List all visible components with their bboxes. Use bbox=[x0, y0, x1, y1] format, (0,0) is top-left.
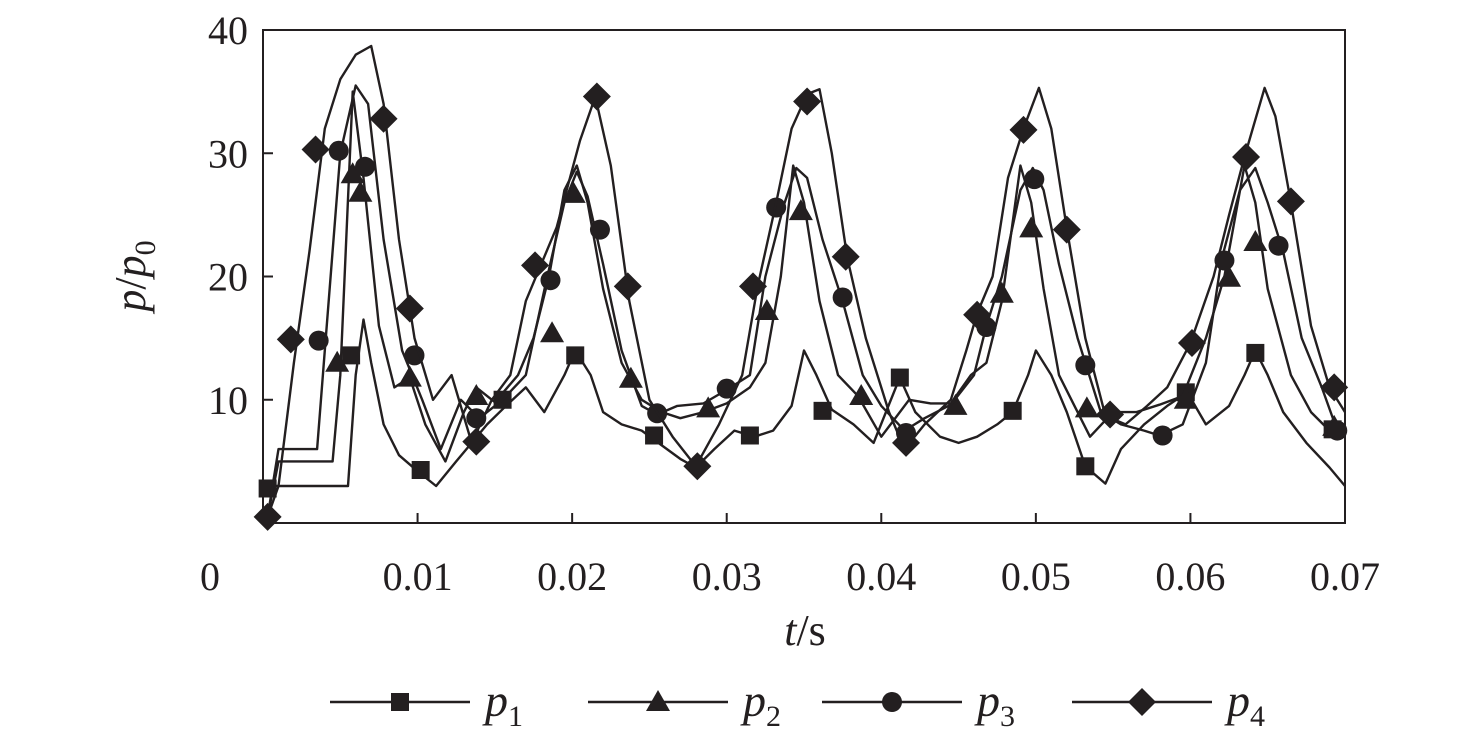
y-tick-label: 20 bbox=[208, 255, 248, 300]
series-4-point bbox=[582, 82, 611, 111]
x-tick-label: 0.02 bbox=[537, 554, 607, 599]
series-2-point bbox=[348, 180, 373, 202]
series-3-point bbox=[1024, 169, 1045, 190]
series-3-point bbox=[1152, 425, 1173, 446]
series-2-point bbox=[696, 396, 721, 418]
series-4-point bbox=[1096, 400, 1125, 429]
series-3-point bbox=[1327, 420, 1348, 441]
series-3-point bbox=[1268, 235, 1289, 256]
legend-marker bbox=[646, 690, 670, 711]
legend-marker bbox=[1128, 688, 1156, 716]
series-2 bbox=[266, 90, 1347, 518]
series-4-point bbox=[1276, 187, 1305, 216]
series-2-point bbox=[1243, 229, 1268, 251]
legend-entry-4: p4 bbox=[1072, 675, 1265, 733]
series-2-point bbox=[1217, 265, 1242, 287]
series-3-point bbox=[355, 156, 376, 177]
series-3-point bbox=[328, 140, 349, 161]
series-2-point bbox=[788, 199, 813, 221]
series-1-point bbox=[1003, 401, 1022, 420]
y-tick-label: 40 bbox=[208, 8, 248, 53]
legend-label: p2 bbox=[740, 675, 781, 733]
series-3-point bbox=[404, 345, 425, 366]
series-2-point bbox=[464, 384, 489, 406]
legend-marker bbox=[391, 693, 409, 711]
series-2-point bbox=[754, 299, 779, 321]
y-tick-label: 10 bbox=[208, 378, 248, 423]
series-2-point bbox=[340, 162, 365, 184]
series-4-point bbox=[892, 428, 921, 457]
series-4 bbox=[253, 44, 1349, 531]
series-4-point bbox=[1177, 329, 1206, 358]
y-tick-label: 30 bbox=[208, 131, 248, 176]
legend-entry-2: p2 bbox=[588, 675, 781, 733]
series-4-point bbox=[963, 300, 992, 329]
x-tick-label: 0 bbox=[200, 554, 220, 599]
series-2-point bbox=[1074, 396, 1099, 418]
series-4-point bbox=[1052, 215, 1081, 244]
series-4-point bbox=[738, 272, 767, 301]
series-4-point bbox=[253, 502, 282, 531]
series-4-line bbox=[266, 44, 1347, 518]
series-4-point bbox=[1320, 373, 1349, 402]
legend-label: p3 bbox=[974, 675, 1015, 733]
series-1 bbox=[258, 318, 1346, 498]
series-1-point bbox=[645, 426, 664, 445]
series-3-point bbox=[540, 270, 561, 291]
series-4-point bbox=[395, 294, 424, 323]
series-4-point bbox=[1009, 115, 1038, 144]
series-4-point bbox=[793, 87, 822, 116]
series-3-point bbox=[832, 287, 853, 308]
series-2-point bbox=[1019, 216, 1044, 238]
series-3-point bbox=[716, 378, 737, 399]
series-2-point bbox=[325, 350, 350, 372]
legend-entry-3: p3 bbox=[822, 675, 1015, 733]
series-1-point bbox=[1246, 343, 1265, 362]
series-1-point bbox=[1076, 457, 1095, 476]
series-2-point bbox=[540, 321, 565, 343]
y-axis-title: p/p0 bbox=[106, 240, 162, 314]
series-2-line bbox=[266, 90, 1346, 518]
x-tick-label: 0.06 bbox=[1155, 554, 1225, 599]
series-4-point bbox=[521, 251, 550, 280]
x-tick-label: 0.03 bbox=[692, 554, 762, 599]
series-4-point bbox=[369, 104, 398, 133]
series-layer bbox=[253, 44, 1349, 531]
series-3-point bbox=[308, 330, 329, 351]
series-4-point bbox=[683, 452, 712, 481]
series-4-point bbox=[301, 135, 330, 164]
series-3 bbox=[266, 84, 1348, 517]
series-3-point bbox=[589, 219, 610, 240]
legend-marker bbox=[882, 692, 902, 712]
series-1-point bbox=[813, 401, 832, 420]
x-tick-label: 0.04 bbox=[846, 554, 916, 599]
series-1-point bbox=[411, 461, 430, 480]
legend-label: p1 bbox=[482, 675, 523, 733]
x-tick-label: 0.07 bbox=[1310, 554, 1380, 599]
series-4-point bbox=[1232, 142, 1261, 171]
legend: p1 p2 p3 p4 bbox=[330, 675, 1265, 733]
series-2-point bbox=[943, 393, 968, 415]
legend-label: p4 bbox=[1224, 675, 1265, 733]
x-axis-title: t/s bbox=[784, 606, 826, 655]
x-tick-label: 0.01 bbox=[383, 554, 453, 599]
legend-entry-1: p1 bbox=[330, 675, 523, 733]
series-1-point bbox=[342, 346, 361, 365]
series-2-point bbox=[561, 181, 586, 203]
ticks-layer: 0 0.01 0.02 0.03 0.04 0.05 0.06 0.07 10 20 30 40 bbox=[200, 8, 1380, 599]
series-2-point bbox=[849, 384, 874, 406]
series-4-point bbox=[462, 427, 491, 456]
series-4-point bbox=[613, 272, 642, 301]
series-1-point bbox=[566, 346, 585, 365]
series-4-point bbox=[831, 242, 860, 271]
series-1-point bbox=[740, 426, 759, 445]
series-1-point bbox=[890, 368, 909, 387]
series-3-line bbox=[266, 84, 1346, 517]
x-tick-label: 0.05 bbox=[1001, 554, 1071, 599]
series-4-point bbox=[276, 325, 305, 354]
